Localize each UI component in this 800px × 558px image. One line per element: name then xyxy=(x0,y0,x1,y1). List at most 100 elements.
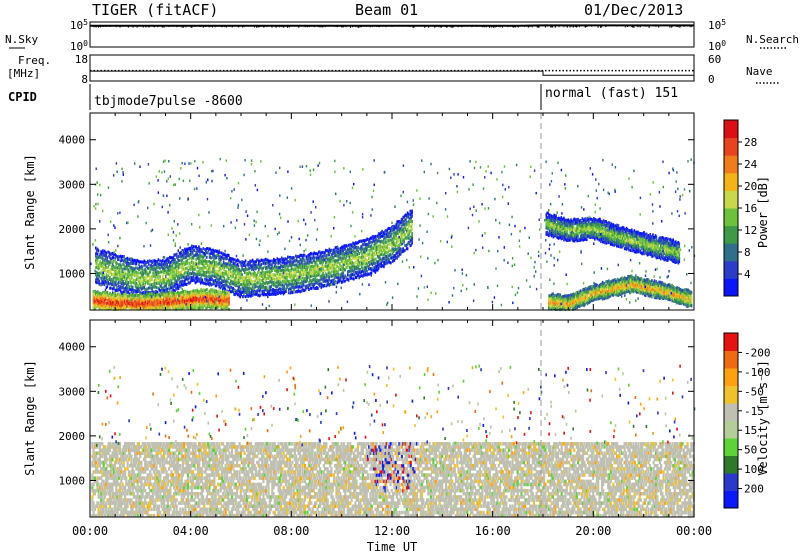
freq-right-tick-top: 60 xyxy=(708,53,721,66)
power-cell xyxy=(151,283,153,286)
power-cell xyxy=(99,280,101,283)
noise-point xyxy=(573,25,574,27)
power-cell xyxy=(135,274,137,277)
noise-point xyxy=(392,25,393,27)
power-cell xyxy=(200,267,202,270)
noise-point xyxy=(266,26,267,28)
noise-right-tick-bottom: 100 xyxy=(708,39,726,53)
noise-point xyxy=(98,26,99,28)
noise-point xyxy=(532,26,533,28)
nave-label: Nave xyxy=(746,65,773,78)
noise-point xyxy=(428,26,429,28)
power-cell xyxy=(225,270,227,273)
power-cell xyxy=(180,266,182,269)
power-cell xyxy=(359,268,361,271)
noise-point xyxy=(677,25,678,27)
noise-point xyxy=(336,26,337,28)
power-cell xyxy=(352,262,354,265)
noise-point xyxy=(183,26,184,28)
power-cell xyxy=(326,254,328,257)
power-cell xyxy=(154,282,156,285)
power-cell xyxy=(252,294,254,297)
noise-point xyxy=(555,26,556,28)
noise-point xyxy=(591,25,592,27)
power-cell xyxy=(411,210,413,213)
noise-point xyxy=(645,25,646,27)
power-cell xyxy=(236,279,238,282)
noise-point xyxy=(103,26,104,28)
noise-point xyxy=(287,26,288,28)
power-cell xyxy=(317,287,319,290)
power-cell xyxy=(245,265,247,268)
radar-title: TIGER (fitACF) xyxy=(92,1,218,19)
power-cell xyxy=(135,267,137,270)
noise-point xyxy=(605,26,606,28)
noise-point xyxy=(376,25,377,27)
power-cell xyxy=(314,268,316,271)
power-cell xyxy=(366,259,368,262)
power-cell xyxy=(155,276,157,279)
power-cell xyxy=(262,267,264,270)
power-cell xyxy=(373,247,375,250)
power-cell xyxy=(193,245,195,248)
power-cell xyxy=(107,274,109,277)
noise-point xyxy=(499,25,500,27)
power-cell xyxy=(311,287,313,290)
power-cell xyxy=(173,271,175,274)
noise-point xyxy=(337,26,338,28)
power-cell xyxy=(308,265,310,268)
power-cell xyxy=(353,278,355,281)
power-cell xyxy=(388,247,390,250)
power-cell xyxy=(188,269,190,272)
noise-point xyxy=(343,25,344,27)
power-cell xyxy=(400,248,402,251)
power-cell xyxy=(390,253,392,256)
power-cell xyxy=(341,266,343,269)
noise-point xyxy=(690,26,691,28)
noise-point xyxy=(531,25,532,27)
noise-point xyxy=(200,26,201,28)
power-cell xyxy=(228,271,230,274)
noise-point xyxy=(238,26,239,28)
power-cell xyxy=(261,263,263,266)
noise-point xyxy=(153,25,154,27)
freq-label-top: Freq. xyxy=(18,54,51,67)
noise-point xyxy=(461,26,462,28)
freq-left-tick-bottom: 8 xyxy=(81,73,88,86)
noise-point xyxy=(496,26,497,28)
power-cell xyxy=(230,270,232,273)
power-cell xyxy=(411,232,413,235)
power-cell xyxy=(188,265,190,268)
noise-point xyxy=(500,26,501,28)
noise-point xyxy=(268,25,269,27)
power-cell xyxy=(342,280,344,283)
noise-point xyxy=(547,25,548,27)
noise-point xyxy=(122,25,123,27)
power-cell xyxy=(98,249,100,252)
power-cell xyxy=(109,276,111,279)
power-cell xyxy=(358,252,360,255)
freq-panel-frame xyxy=(90,55,694,81)
noise-point xyxy=(334,25,335,27)
noise-point xyxy=(579,26,580,28)
noise-point xyxy=(537,26,538,28)
noise-point xyxy=(640,26,641,28)
noise-point xyxy=(447,26,448,28)
power-cell xyxy=(245,259,247,262)
power-cell xyxy=(240,276,242,279)
power-cell xyxy=(362,267,364,270)
power-cell xyxy=(328,250,330,253)
noise-point xyxy=(656,25,657,27)
noise-point xyxy=(194,25,195,27)
power-cell xyxy=(347,273,349,276)
power-cell xyxy=(288,291,290,294)
power-cell xyxy=(210,256,212,259)
noise-point xyxy=(407,25,408,27)
noise-point xyxy=(567,26,568,28)
noise-point xyxy=(116,25,117,27)
noise-point xyxy=(180,25,181,27)
power-cell xyxy=(546,231,548,234)
noise-point xyxy=(492,25,493,27)
power-cell xyxy=(210,268,212,271)
